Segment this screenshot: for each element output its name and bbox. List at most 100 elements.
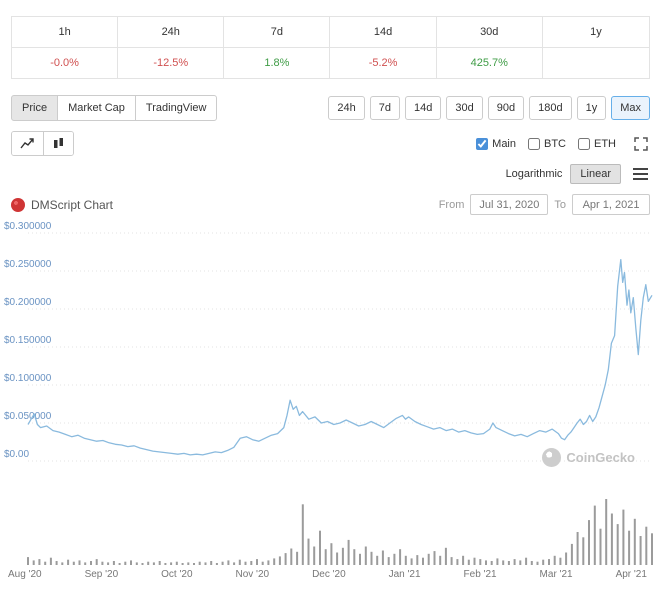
linear-button[interactable]: Linear [570, 164, 621, 184]
volume-bar [530, 561, 533, 565]
y-axis-label: $0.250000 [4, 259, 52, 270]
series-toggle-group: Main BTC ETH [476, 135, 650, 153]
main-checkbox-label: Main [492, 137, 516, 150]
y-axis-label: $0.100000 [4, 373, 52, 384]
from-date-input[interactable] [470, 194, 549, 215]
volume-bar [61, 562, 64, 565]
volume-bar [67, 559, 70, 565]
volume-bar [593, 505, 596, 565]
volume-bar [433, 551, 436, 565]
range-max[interactable]: Max [611, 96, 650, 120]
candlestick-chart-button[interactable] [44, 132, 73, 155]
chart-menu-button[interactable] [631, 166, 650, 182]
volume-bar [284, 553, 287, 565]
volume-bar [376, 555, 379, 565]
volume-bar [570, 543, 573, 565]
volume-bar [27, 557, 29, 565]
range-7d[interactable]: 7d [369, 96, 401, 120]
perf-header-30d: 30d [436, 17, 543, 48]
volume-bar [227, 560, 230, 565]
volume-bar [215, 563, 218, 565]
eth-checkbox-label: ETH [594, 137, 616, 150]
perf-value-14d: -5.2% [330, 48, 437, 78]
range-180d[interactable]: 180d [529, 96, 572, 120]
tab-price[interactable]: Price [11, 95, 59, 121]
volume-bar [370, 551, 373, 565]
to-date-input[interactable] [572, 194, 650, 215]
volume-bar [633, 518, 636, 565]
perf-value-24h: -12.5% [118, 48, 225, 78]
volume-bar [124, 561, 127, 565]
volume-bar [198, 561, 201, 565]
volume-bar [582, 537, 585, 565]
volume-bar [193, 563, 195, 565]
series-toggle-main[interactable]: Main [476, 137, 516, 150]
volume-bar [416, 555, 419, 565]
volume-bar [639, 536, 642, 565]
volume-bar [507, 561, 510, 565]
series-toggle-eth[interactable]: ETH [578, 137, 616, 150]
line-chart-button[interactable] [12, 132, 44, 155]
y-axis-label: $0.300000 [4, 221, 52, 232]
volume-bar [393, 553, 396, 565]
y-axis-label: $0.050000 [4, 411, 52, 422]
volume-bar [565, 552, 568, 565]
volume-bar [456, 559, 459, 565]
volume-bar [49, 557, 52, 565]
series-toggle-btc[interactable]: BTC [528, 137, 566, 150]
volume-bar [381, 550, 384, 565]
volume-bar [347, 539, 350, 565]
x-axis: Aug '20 Sep '20 Oct '20 Nov '20 Dec '20 Jan '… [0, 565, 661, 580]
volume-bar [181, 563, 184, 565]
main-checkbox[interactable] [476, 137, 489, 150]
volume-bar [427, 553, 430, 565]
volume-bar [78, 560, 81, 565]
volume-bar [439, 555, 442, 565]
volume-bar [450, 557, 453, 565]
fullscreen-button[interactable] [632, 135, 650, 153]
volume-chart[interactable] [0, 493, 661, 565]
chart-tab-group: Price Market Cap TradingView [11, 95, 218, 121]
volume-bar [147, 561, 150, 565]
tab-tradingview[interactable]: TradingView [134, 95, 218, 121]
volume-bar [107, 562, 110, 565]
volume-bar [462, 555, 465, 565]
volume-bar [553, 555, 556, 565]
range-1y[interactable]: 1y [576, 96, 607, 120]
volume-bar [404, 555, 407, 565]
range-90d[interactable]: 90d [487, 96, 525, 120]
volume-bar [359, 553, 361, 565]
price-chart[interactable]: $0.300000 $0.250000 $0.200000 $0.150000 $0.1… [0, 221, 661, 471]
volume-bar [267, 560, 270, 565]
volume-bar [364, 546, 367, 565]
volume-bar [536, 561, 539, 565]
tab-market-cap[interactable]: Market Cap [57, 95, 136, 121]
volume-bar [55, 561, 58, 565]
volume-bar [513, 559, 516, 565]
volume-bar [95, 559, 98, 565]
volume-bar [399, 549, 402, 565]
volume-bar [628, 530, 631, 565]
volume-bar [135, 562, 138, 565]
performance-table: 1h 24h 7d 14d 30d 1y -0.0% -12.5% 1.8% -… [11, 16, 650, 79]
range-14d[interactable]: 14d [405, 96, 442, 120]
range-button-group: 24h 7d 14d 30d 90d 180d 1y Max [328, 96, 650, 120]
volume-bar [576, 532, 579, 565]
range-24h[interactable]: 24h [328, 96, 365, 120]
fullscreen-icon [634, 136, 648, 151]
from-label: From [438, 198, 465, 211]
logarithmic-button[interactable]: Logarithmic [498, 165, 571, 183]
coingecko-watermark-text: CoinGecko [566, 450, 635, 465]
volume-bar [187, 562, 190, 565]
perf-header-7d: 7d [224, 17, 331, 48]
range-30d[interactable]: 30d [446, 96, 483, 120]
btc-checkbox[interactable] [528, 137, 540, 150]
volume-bar [290, 548, 293, 565]
volume-bar [32, 560, 35, 565]
volume-bar [467, 559, 470, 565]
eth-checkbox[interactable] [578, 137, 590, 150]
x-axis-label: Apr '21 [615, 569, 647, 580]
perf-header-14d: 14d [330, 17, 437, 48]
date-range: From To [439, 194, 650, 215]
volume-bar [502, 560, 505, 565]
